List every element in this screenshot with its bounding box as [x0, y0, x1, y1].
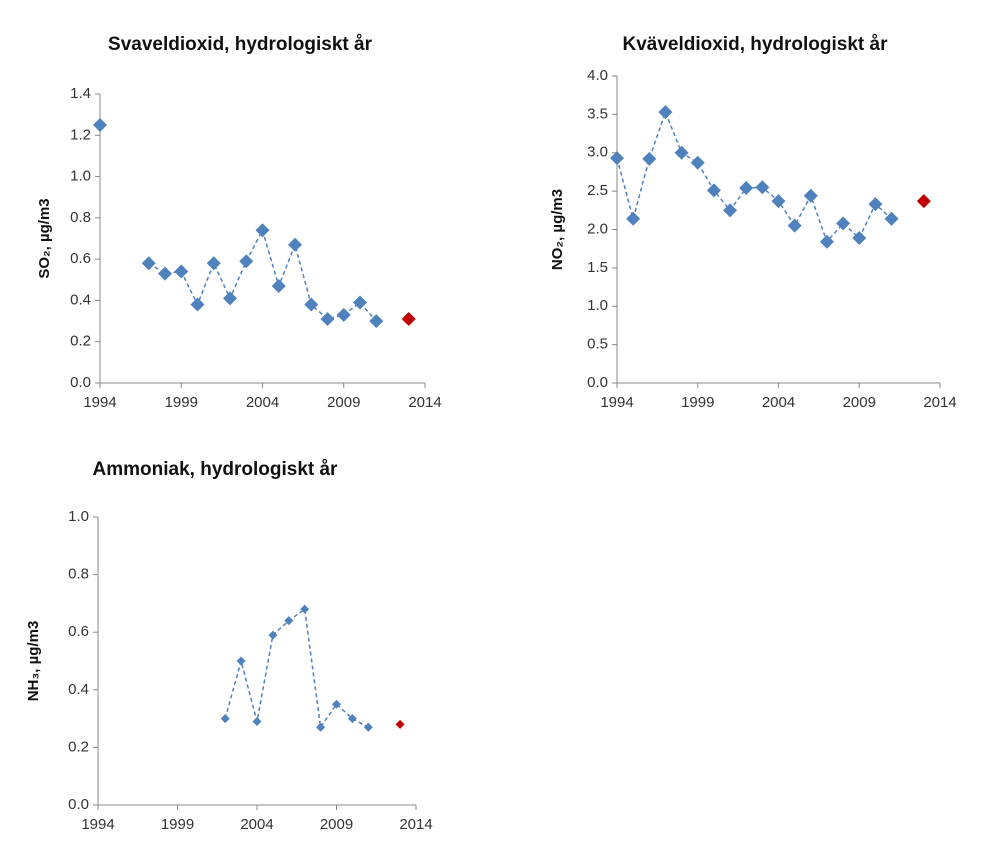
data-point [658, 105, 673, 120]
data-point [268, 630, 278, 640]
y-tick-label: 4.0 [587, 67, 608, 84]
data-point [836, 216, 851, 231]
data-point [93, 117, 107, 132]
y-tick-label: 0.0 [68, 796, 89, 813]
x-tick-label: 2009 [327, 394, 360, 411]
y-tick-label: 0.2 [70, 333, 91, 350]
data-point [347, 714, 357, 724]
x-tick-label: 1994 [600, 394, 633, 411]
y-tick-label: 0.6 [68, 623, 89, 640]
data-point [674, 145, 689, 160]
x-tick-label: 1999 [161, 816, 194, 833]
data-point [884, 211, 899, 226]
y-tick-label: 0.2 [68, 738, 89, 755]
x-tick-label: 1999 [165, 394, 198, 411]
data-point [174, 264, 189, 279]
x-tick-label: 1994 [83, 394, 116, 411]
y-tick-label: 2.0 [587, 220, 608, 237]
data-point [916, 194, 931, 209]
data-point [706, 183, 721, 198]
chart-title: Kväveldioxid, hydrologiskt år [622, 34, 888, 55]
y-tick-label: 1.2 [70, 126, 91, 143]
y-tick-label: 0.4 [68, 681, 89, 698]
x-tick-label: 2004 [240, 816, 273, 833]
x-tick-label: 2004 [246, 394, 279, 411]
data-point [223, 291, 237, 306]
data-point [771, 194, 786, 209]
chart-title: Svaveldioxid, hydrologiskt år [108, 34, 373, 55]
data-point [158, 266, 172, 281]
data-point [206, 256, 221, 271]
data-point [304, 297, 319, 312]
x-tick-label: 2009 [843, 394, 876, 411]
data-point [755, 180, 770, 195]
data-point [353, 295, 367, 310]
data-point [239, 254, 254, 269]
y-tick-label: 2.5 [587, 182, 608, 199]
x-tick-label: 1994 [81, 816, 114, 833]
data-point [690, 155, 705, 170]
y-tick-label: 1.4 [70, 85, 91, 102]
x-tick-label: 1999 [681, 394, 714, 411]
data-point [739, 181, 754, 196]
y-tick-label: 1.0 [70, 168, 91, 185]
data-point [401, 312, 416, 327]
data-point [316, 722, 326, 732]
y-tick-label: 3.5 [587, 105, 608, 122]
x-tick-label: 2014 [408, 394, 441, 411]
y-tick-label: 1.0 [68, 508, 89, 525]
x-tick-label: 2004 [762, 394, 795, 411]
y-axis-label: SO₂, µg/m3 [36, 198, 53, 278]
chart-title: Ammoniak, hydrologiskt år [93, 459, 339, 480]
data-point [852, 230, 867, 245]
data-point [787, 218, 802, 233]
data-point [288, 237, 302, 252]
data-point [320, 312, 335, 327]
y-tick-label: 0.4 [70, 291, 91, 308]
x-tick-label: 2009 [320, 816, 353, 833]
data-point [819, 234, 834, 249]
x-tick-label: 2014 [399, 816, 432, 833]
y-tick-label: 0.5 [587, 336, 608, 353]
data-point [252, 716, 262, 726]
data-point [300, 604, 310, 614]
data-point [395, 719, 405, 729]
y-tick-label: 0.0 [70, 374, 91, 391]
series-line [224, 607, 369, 730]
data-point [642, 151, 657, 166]
y-tick-label: 0.0 [587, 374, 608, 391]
data-point [284, 616, 294, 626]
y-tick-label: 0.8 [68, 566, 89, 583]
data-point [369, 314, 384, 329]
y-tick-label: 1.5 [587, 259, 608, 276]
data-point [723, 203, 738, 218]
data-point [190, 297, 205, 312]
data-point [255, 223, 270, 238]
y-tick-label: 0.8 [70, 209, 91, 226]
data-point [363, 722, 373, 732]
y-tick-label: 0.6 [70, 250, 91, 267]
data-point [332, 699, 341, 709]
data-point [610, 151, 624, 166]
y-tick-label: 3.0 [587, 144, 608, 161]
y-tick-label: 1.0 [587, 297, 608, 314]
data-point [336, 307, 351, 322]
data-point [271, 278, 286, 293]
y-axis-label: NH₃, µg/m3 [25, 621, 42, 702]
data-point [868, 197, 883, 212]
data-point [220, 714, 230, 724]
data-point [236, 656, 246, 666]
data-point [626, 211, 641, 226]
data-point [803, 188, 818, 203]
data-point [141, 256, 156, 271]
y-axis-label: NO₂, µg/m3 [549, 189, 566, 270]
x-tick-label: 2014 [923, 394, 956, 411]
